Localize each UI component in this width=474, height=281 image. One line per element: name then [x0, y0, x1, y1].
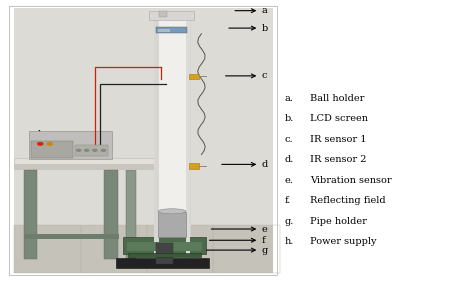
Bar	[123, 237, 206, 254]
Circle shape	[84, 149, 90, 152]
Text: a: a	[262, 6, 267, 15]
Text: Pipe holder: Pipe holder	[310, 217, 367, 226]
Text: g: g	[262, 246, 268, 255]
Text: Ball holder: Ball holder	[310, 94, 365, 103]
Bar	[156, 243, 173, 264]
Bar	[14, 225, 81, 273]
Bar	[24, 234, 119, 239]
Bar	[14, 164, 159, 170]
Text: d.: d.	[284, 155, 294, 164]
Text: h: h	[37, 130, 44, 139]
Text: LCD screen: LCD screen	[310, 114, 368, 123]
Bar	[128, 253, 201, 257]
Bar	[9, 6, 277, 275]
Bar	[186, 15, 190, 257]
Bar	[116, 258, 209, 268]
Ellipse shape	[158, 209, 186, 214]
Circle shape	[37, 142, 44, 146]
Bar	[81, 225, 147, 273]
Bar	[14, 158, 159, 164]
Bar	[154, 15, 190, 257]
Text: f: f	[262, 236, 265, 245]
Text: Power supply: Power supply	[310, 237, 377, 246]
Bar	[29, 131, 112, 159]
Text: c.: c.	[284, 135, 293, 144]
Text: IR sensor 1: IR sensor 1	[310, 135, 367, 144]
Circle shape	[100, 149, 106, 152]
Bar	[158, 29, 170, 32]
Bar	[24, 170, 37, 259]
Bar	[149, 11, 194, 20]
Text: Vibration sensor: Vibration sensor	[310, 176, 392, 185]
Text: g.: g.	[284, 217, 294, 226]
Text: c: c	[262, 71, 267, 80]
Text: h.: h.	[284, 237, 294, 246]
Bar	[31, 141, 73, 158]
Circle shape	[76, 149, 82, 152]
Text: a.: a.	[284, 94, 293, 103]
Bar	[213, 225, 280, 273]
Bar	[156, 27, 187, 33]
Text: e.: e.	[284, 176, 293, 185]
Bar	[189, 74, 199, 79]
Bar	[75, 145, 108, 156]
Text: Reflecting field: Reflecting field	[310, 196, 386, 205]
Text: b: b	[262, 24, 268, 33]
Text: IR sensor 2: IR sensor 2	[310, 155, 367, 164]
Circle shape	[92, 149, 98, 152]
Bar	[127, 242, 202, 251]
Bar	[154, 15, 159, 257]
Text: e: e	[262, 225, 267, 234]
Circle shape	[46, 142, 53, 146]
Text: d: d	[262, 160, 268, 169]
Bar	[147, 225, 213, 273]
Bar	[158, 212, 186, 237]
Bar	[104, 170, 118, 259]
Bar	[14, 225, 273, 273]
Bar	[14, 8, 273, 225]
Bar	[189, 163, 199, 169]
Bar	[159, 11, 167, 17]
Text: f.: f.	[284, 196, 291, 205]
Bar	[126, 170, 136, 259]
Text: b.: b.	[284, 114, 294, 123]
